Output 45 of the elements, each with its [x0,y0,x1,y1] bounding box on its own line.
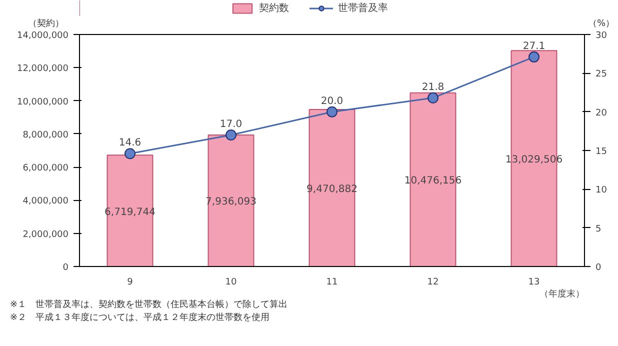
point [226,130,236,141]
point [326,106,338,118]
x-tick-label: 13 [528,278,540,288]
x-tick-label: 11 [326,278,338,288]
y2-tick-label: 10 [596,186,608,196]
x-axis-title: （年度末） [540,288,584,300]
data-label: 13,029,506 [505,154,563,166]
data-label: 20.0 [320,96,344,107]
x-tick-label: 12 [427,278,439,288]
bar [308,109,356,266]
bar [106,154,154,266]
y-tick-label: 4,000,000 [22,196,69,207]
point [124,148,136,160]
x-tick-label: 9 [127,278,134,288]
data-label: 9,470,882 [306,184,358,196]
data-label: 21.8 [422,82,444,93]
y-tick-label: 14,000,000 [16,31,69,41]
y-tick-label: 8,000,000 [22,130,69,140]
point [528,51,540,62]
y-tick-label: 0 [62,263,69,273]
data-label: 7,936,093 [206,196,256,208]
y-tick-label: 12,000,000 [16,64,69,74]
data-label: 6,719,744 [104,206,156,218]
y-tick-label: 2,000,000 [22,230,69,240]
y-tick-label: 10,000,000 [16,97,69,108]
text: ※１ 世帯普及率は、契約数を世帯数（住民基本台帳）で除して算出 [10,300,288,310]
text: ※２ 平成１３年度については、平成１２年度末の世帯数を使用 [10,313,270,323]
y2-tick-label: 15 [596,147,607,157]
data-label: 27.1 [522,40,546,52]
bar [208,134,254,266]
point [428,92,438,104]
y2-tick-label: 5 [596,224,602,234]
x-tick-label: 10 [225,278,237,288]
y2-axis-title: （%） [588,18,615,31]
y2-tick-label: 25 [596,70,607,80]
data-label: 17.0 [220,119,242,130]
y2-tick-label: 30 [596,31,608,41]
y2-tick-label: 0 [596,263,602,273]
legend-label: 世帯普及率 [338,2,388,15]
y2-tick-label: 20 [596,108,608,118]
y-axis-title: （契約） [28,18,64,31]
legend-label: 契約数 [259,2,289,15]
y-tick-label: 6,000,000 [22,164,69,174]
data-label: 10,476,156 [404,176,462,187]
data-label: 14.6 [118,138,142,149]
